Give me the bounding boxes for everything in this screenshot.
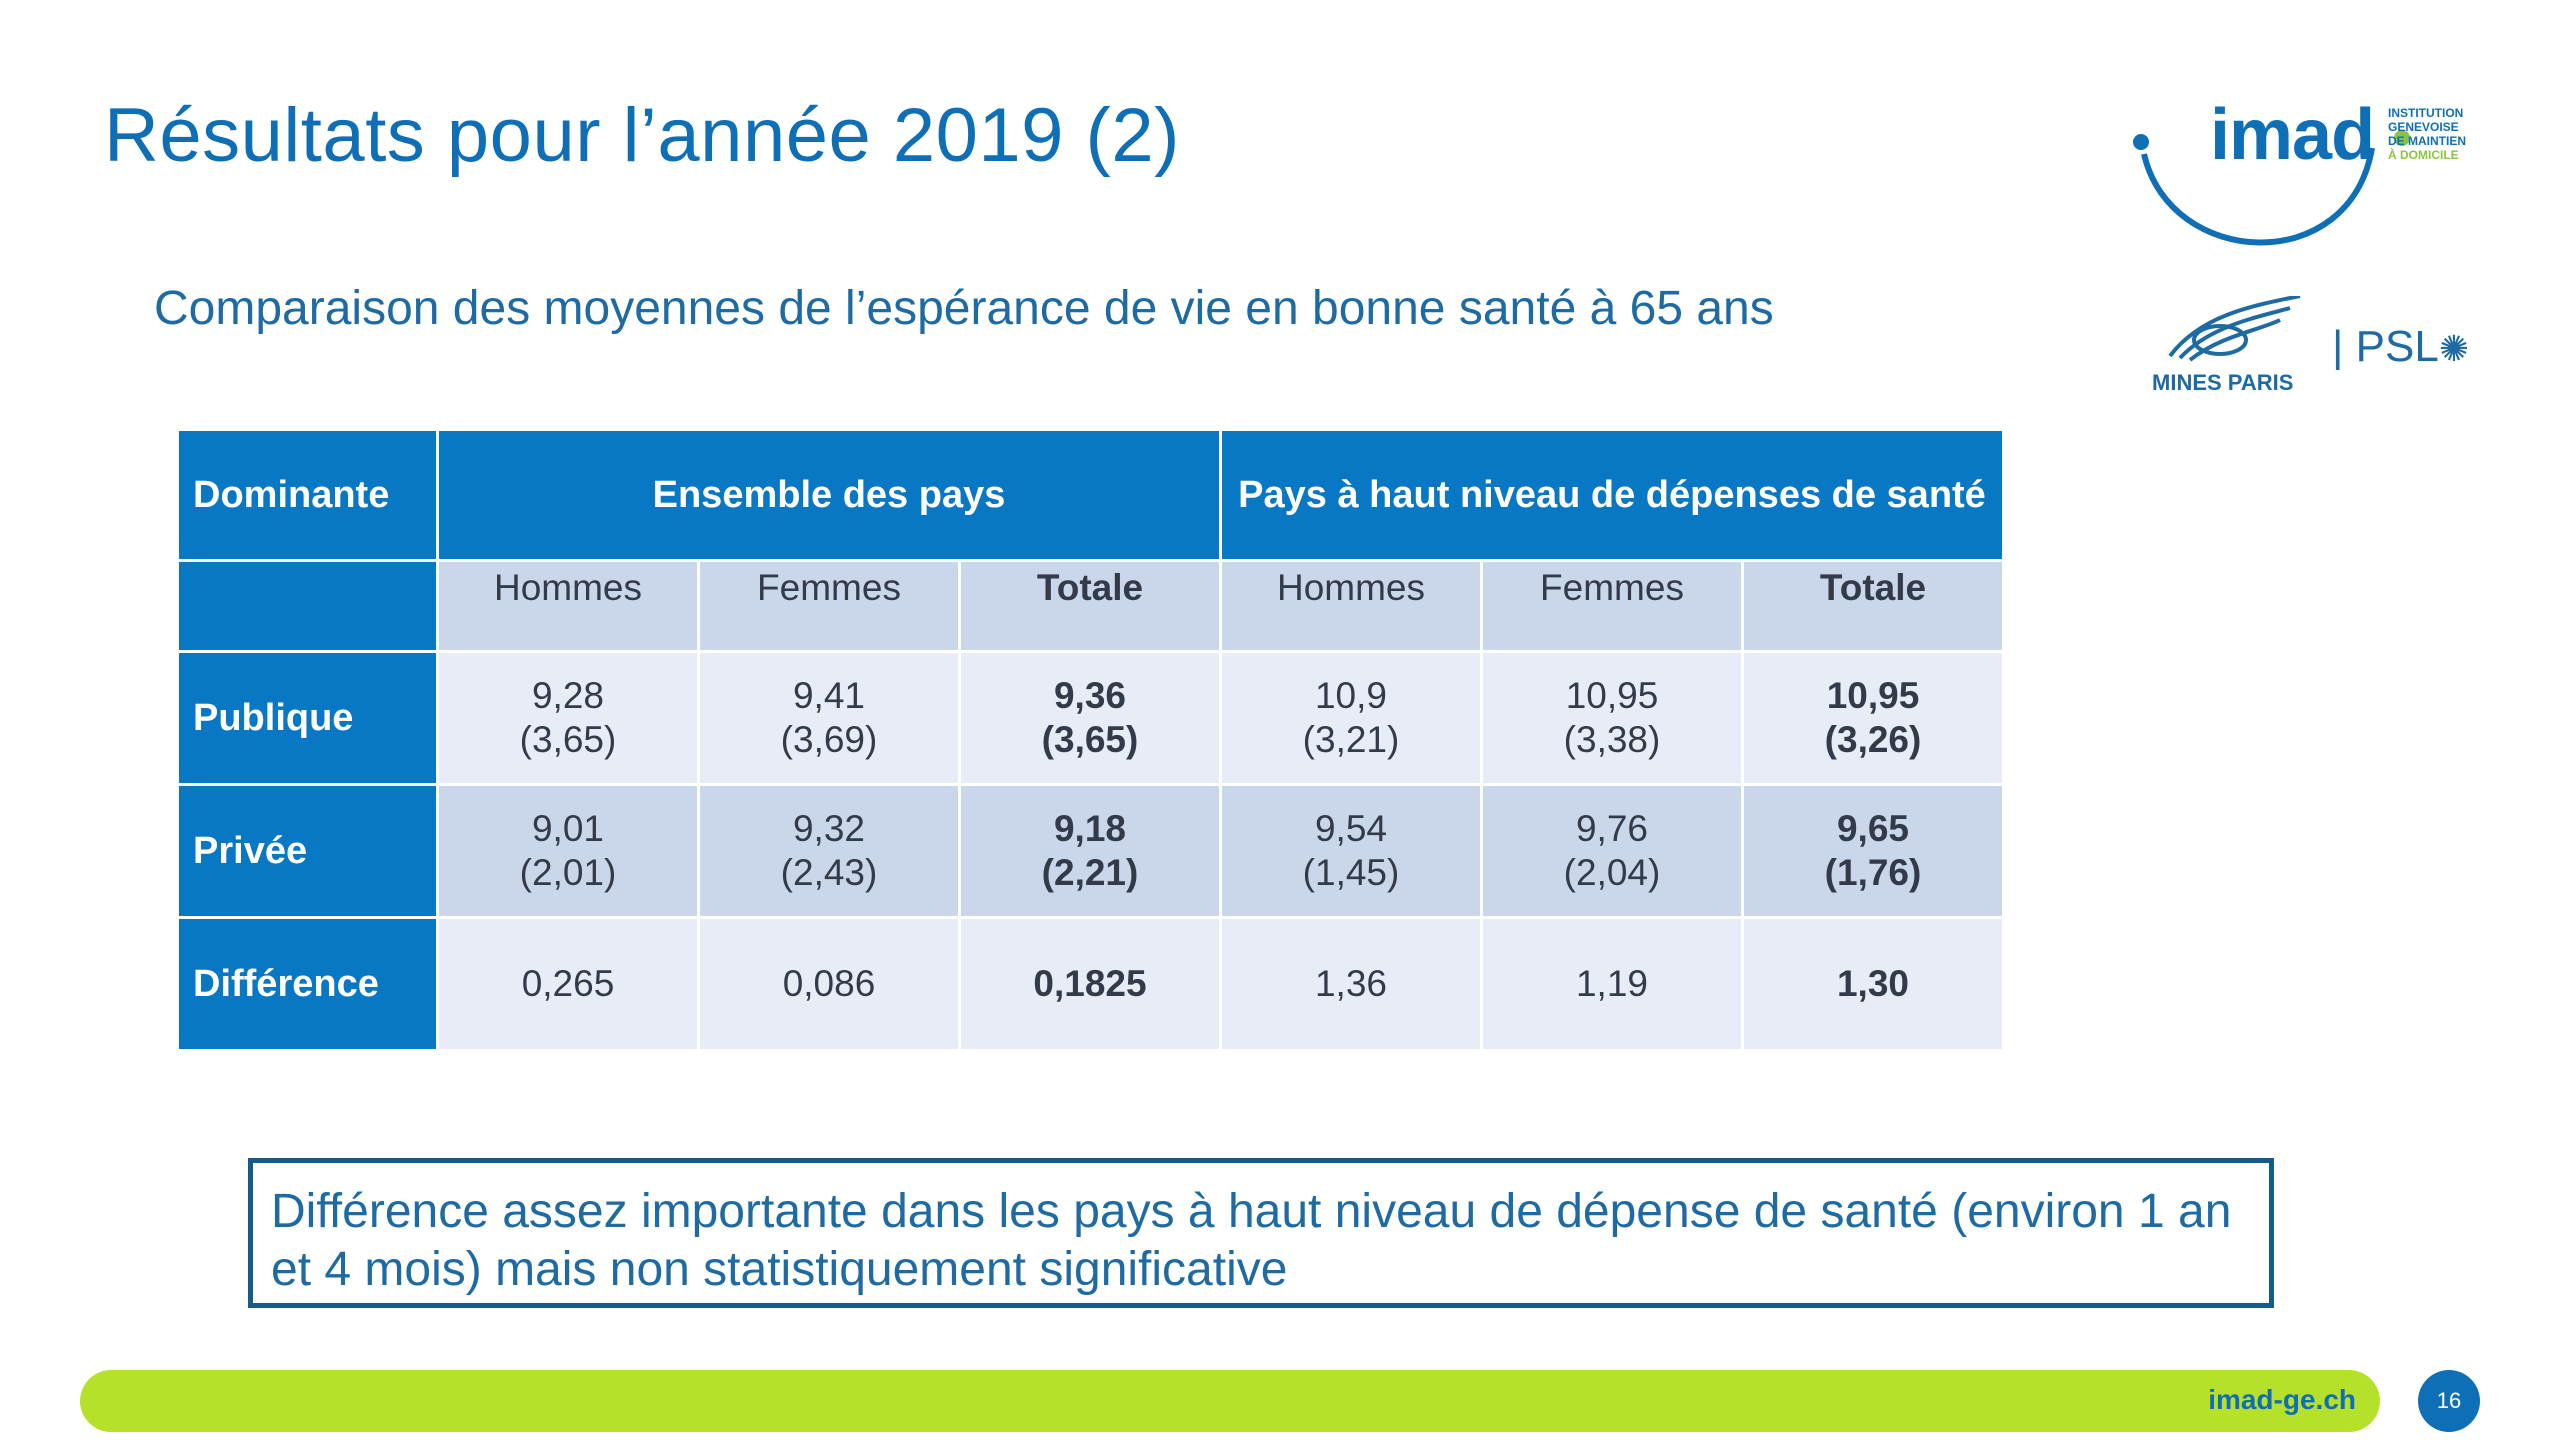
row-label-difference: Différence [176, 916, 439, 1052]
subheader-cell: Totale [1741, 559, 2005, 653]
subheader-cell: Femmes [697, 559, 961, 653]
table-cell: 9,36 (3,65) [958, 650, 1222, 786]
table-cell: 9,28 (3,65) [436, 650, 700, 786]
conclusion-callout: Différence assez importante dans les pay… [248, 1158, 2274, 1308]
table-header-row: Dominante Ensemble des pays Pays à haut … [176, 428, 2005, 562]
table-row: Privée 9,01 (2,01) 9,32 (2,43) 9,18 (2,21) … [176, 783, 2005, 919]
table-cell: 9,32 (2,43) [697, 783, 961, 919]
psl-text: | PSL✺ [2332, 322, 2469, 371]
mines-bird-icon [2168, 296, 2301, 362]
mines-paris-text: MINES PARIS [2152, 370, 2294, 395]
imad-wordmark: imad [2210, 95, 2375, 175]
subheader-cell: Hommes [436, 559, 700, 653]
header-dominante: Dominante [176, 428, 439, 562]
footer-bar: imad-ge.ch [80, 1370, 2380, 1432]
imad-arc-icon [2133, 130, 2410, 246]
table-cell: 9,54 (1,45) [1219, 783, 1483, 919]
header-ensemble-pays: Ensemble des pays [436, 428, 1222, 562]
table-cell: 0,1825 [958, 916, 1222, 1052]
subheader-cell: Totale [958, 559, 1222, 653]
table-cell: 9,41 (3,69) [697, 650, 961, 786]
row-label-privee: Privée [176, 783, 439, 919]
slide-title: Résultats pour l’année 2019 (2) [104, 93, 1180, 178]
footer-url[interactable]: imad-ge.ch [2208, 1384, 2356, 1415]
table-cell: 10,95 (3,26) [1741, 650, 2005, 786]
subheader-cell: Hommes [1219, 559, 1483, 653]
psl-star-icon: ✺ [2438, 328, 2469, 369]
table-cell: 1,19 [1480, 916, 1744, 1052]
table-cell: 0,086 [697, 916, 961, 1052]
table-row: Différence 0,265 0,086 0,1825 1,36 1,19 … [176, 916, 2005, 1052]
table-subheader-row: Hommes Femmes Totale Hommes Femmes Total… [176, 559, 2005, 653]
subheader-cell: Femmes [1480, 559, 1744, 653]
header-haut-niveau: Pays à haut niveau de dépenses de santé [1219, 428, 2005, 562]
table-cell: 9,65 (1,76) [1741, 783, 2005, 919]
row-label-publique: Publique [176, 650, 439, 786]
page-number: 16 [2418, 1370, 2480, 1432]
table-cell: 9,18 (2,21) [958, 783, 1222, 919]
table-cell: 10,9 (3,21) [1219, 650, 1483, 786]
table-cell: 9,76 (2,04) [1480, 783, 1744, 919]
table-cell: 1,36 [1219, 916, 1483, 1052]
table-row: Publique 9,28 (3,65) 9,41 (3,69) 9,36 (3,65… [176, 650, 2005, 786]
table-cell: 0,265 [436, 916, 700, 1052]
table-cell: 10,95 (3,38) [1480, 650, 1744, 786]
table-cell: 9,01 (2,01) [436, 783, 700, 919]
imad-side-text: INSTITUTION GENEVOISE DE MAINTIEN À DOMI… [2388, 106, 2466, 162]
slide-subtitle: Comparaison des moyennes de l’espérance … [154, 282, 1774, 335]
mines-psl-logo: MINES PARIS | PSL✺ [2150, 296, 2470, 396]
imad-logo: imad INSTITUTION GENEVOISE DE MAINTIEN À… [2120, 88, 2500, 258]
results-table: Dominante Ensemble des pays Pays à haut … [176, 428, 2005, 1052]
subheader-empty [176, 559, 439, 653]
table-cell: 1,30 [1741, 916, 2005, 1052]
